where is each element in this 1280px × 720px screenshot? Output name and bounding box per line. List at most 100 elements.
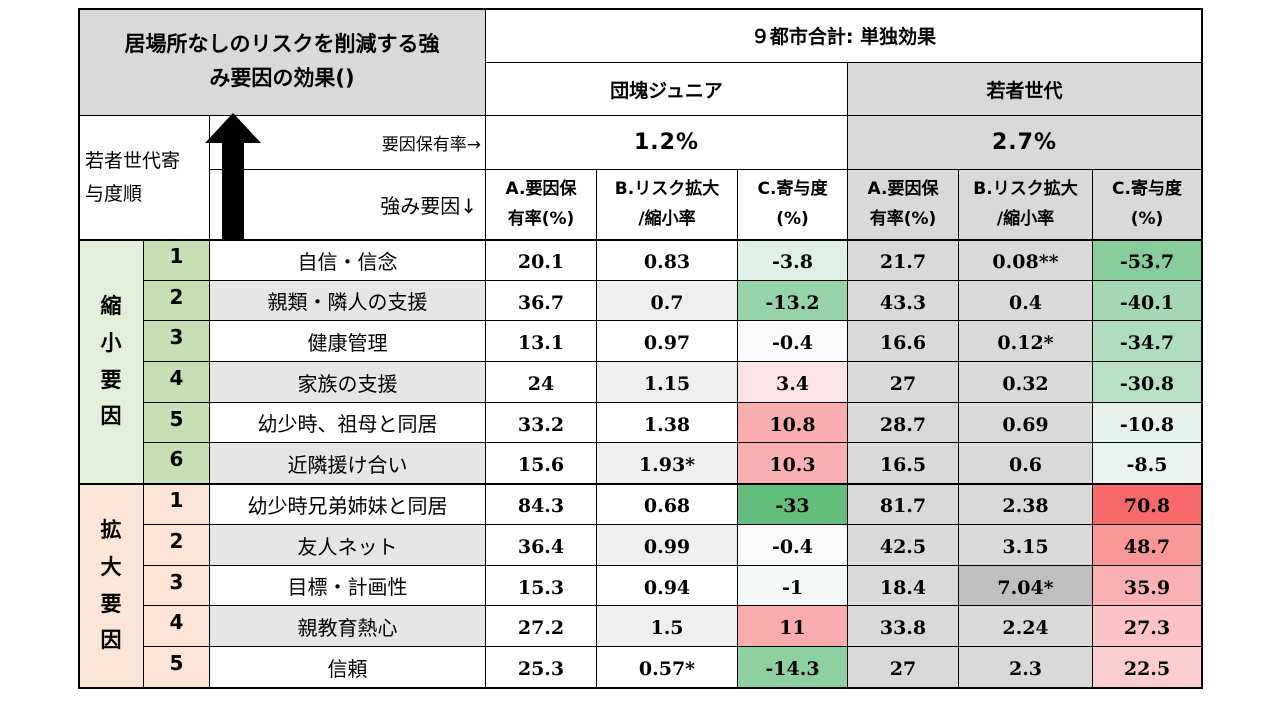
rate-wakamono: 2.7% bbox=[848, 116, 1202, 170]
column-header-wakamono-C: C.寄与度 (%) bbox=[1093, 170, 1202, 240]
factor-name: 幼少時兄弟姉妹と同居 bbox=[210, 484, 486, 525]
data-cell-B1: 0.97 bbox=[597, 321, 738, 362]
title-line-2: み要因の効果() bbox=[209, 66, 355, 90]
column-header-dankai-C: C.寄与度 (%) bbox=[738, 170, 848, 240]
data-cell-C1: -14.3 bbox=[738, 647, 848, 688]
data-cell-A2: 27 bbox=[848, 647, 959, 688]
factor-name: 親教育熱心 bbox=[210, 606, 486, 647]
data-cell-A2: 42.5 bbox=[848, 525, 959, 566]
data-cell-B2: 0.6 bbox=[959, 443, 1093, 484]
data-cell-C2: -30.8 bbox=[1093, 362, 1202, 403]
data-cell-A2: 27 bbox=[848, 362, 959, 403]
data-cell-B2: 2.3 bbox=[959, 647, 1093, 688]
data-cell-A1: 84.3 bbox=[486, 484, 597, 525]
data-cell-B2: 7.04* bbox=[959, 566, 1093, 606]
data-cell-C2: 70.8 bbox=[1093, 484, 1202, 525]
data-cell-A2: 21.7 bbox=[848, 240, 959, 281]
data-cell-B2: 3.15 bbox=[959, 525, 1093, 566]
factor-name: 近隣援け合い bbox=[210, 443, 486, 484]
factor-label: 強み要因↓ bbox=[210, 170, 486, 240]
data-cell-B1: 1.5 bbox=[597, 606, 738, 647]
data-cell-C2: 22.5 bbox=[1093, 647, 1202, 688]
data-cell-C1: 3.4 bbox=[738, 362, 848, 403]
factor-name: 健康管理 bbox=[210, 321, 486, 362]
data-cell-A1: 24 bbox=[486, 362, 597, 403]
data-cell-B1: 1.93* bbox=[597, 443, 738, 484]
data-cell-A1: 36.4 bbox=[486, 525, 597, 566]
data-cell-C2: -53.7 bbox=[1093, 240, 1202, 281]
data-cell-B2: 2.38 bbox=[959, 484, 1093, 525]
factor-name: 自信・信念 bbox=[210, 240, 486, 281]
rank-cell: 1 bbox=[144, 484, 210, 525]
data-cell-A2: 16.5 bbox=[848, 443, 959, 484]
rank-cell: 2 bbox=[144, 525, 210, 566]
data-cell-A1: 15.3 bbox=[486, 566, 597, 606]
data-cell-C1: 11 bbox=[738, 606, 848, 647]
data-cell-A2: 16.6 bbox=[848, 321, 959, 362]
data-cell-A2: 81.7 bbox=[848, 484, 959, 525]
data-cell-C2: -8.5 bbox=[1093, 443, 1202, 484]
data-cell-A1: 25.3 bbox=[486, 647, 597, 688]
section-divider bbox=[78, 483, 1203, 485]
rate-dankai: 1.2% bbox=[486, 116, 848, 170]
data-cell-B1: 1.15 bbox=[597, 362, 738, 403]
data-cell-B2: 0.32 bbox=[959, 362, 1093, 403]
rank-cell: 4 bbox=[144, 362, 210, 403]
data-cell-C1: -0.4 bbox=[738, 321, 848, 362]
factor-name: 親類・隣人の支援 bbox=[210, 281, 486, 321]
data-cell-B1: 0.83 bbox=[597, 240, 738, 281]
data-cell-B2: 0.08** bbox=[959, 240, 1093, 281]
factor-name: 信頼 bbox=[210, 647, 486, 688]
data-cell-C2: -34.7 bbox=[1093, 321, 1202, 362]
up-arrow-icon bbox=[205, 113, 261, 240]
data-cell-A1: 13.1 bbox=[486, 321, 597, 362]
group-header-dankai: 団塊ジュニア bbox=[486, 63, 848, 116]
data-cell-A2: 33.8 bbox=[848, 606, 959, 647]
rank-cell: 6 bbox=[144, 443, 210, 484]
data-cell-A1: 33.2 bbox=[486, 403, 597, 443]
column-header-wakamono-B: B.リスク拡大 /縮小率 bbox=[959, 170, 1093, 240]
data-cell-C1: -13.2 bbox=[738, 281, 848, 321]
column-header-wakamono-A: A.要因保 有率(%) bbox=[848, 170, 959, 240]
data-cell-B1: 0.7 bbox=[597, 281, 738, 321]
data-cell-C2: -10.8 bbox=[1093, 403, 1202, 443]
sort-order-label: 若者世代寄 与度順 bbox=[79, 116, 210, 240]
expand-factor-group-label: 拡 大 要 因 bbox=[79, 484, 144, 688]
data-cell-A1: 15.6 bbox=[486, 443, 597, 484]
data-cell-C1: 10.8 bbox=[738, 403, 848, 443]
data-cell-C2: 35.9 bbox=[1093, 566, 1202, 606]
data-cell-B2: 0.4 bbox=[959, 281, 1093, 321]
data-cell-B1: 0.68 bbox=[597, 484, 738, 525]
data-cell-C1: 10.3 bbox=[738, 443, 848, 484]
data-cell-B1: 0.57* bbox=[597, 647, 738, 688]
data-cell-B2: 0.69 bbox=[959, 403, 1093, 443]
title-line-1: 居場所なしのリスクを削減する強 bbox=[124, 32, 440, 57]
factor-name: 友人ネット bbox=[210, 525, 486, 566]
section-divider bbox=[78, 239, 1203, 241]
data-cell-C2: -40.1 bbox=[1093, 281, 1202, 321]
rank-cell: 4 bbox=[144, 606, 210, 647]
column-header-dankai-B: B.リスク拡大 /縮小率 bbox=[597, 170, 738, 240]
data-cell-A2: 28.7 bbox=[848, 403, 959, 443]
column-header-dankai-A: A.要因保 有率(%) bbox=[486, 170, 597, 240]
data-cell-C1: -1 bbox=[738, 566, 848, 606]
rank-cell: 5 bbox=[144, 403, 210, 443]
table-title: 居場所なしのリスクを削減する強 み要因の効果() bbox=[79, 9, 486, 116]
rank-cell: 2 bbox=[144, 281, 210, 321]
rank-cell: 3 bbox=[144, 321, 210, 362]
data-cell-C1: -0.4 bbox=[738, 525, 848, 566]
data-cell-B1: 0.94 bbox=[597, 566, 738, 606]
data-cell-B2: 2.24 bbox=[959, 606, 1093, 647]
factor-name: 家族の支援 bbox=[210, 362, 486, 403]
group-header-wakamono: 若者世代 bbox=[848, 63, 1202, 116]
factor-name: 幼少時、祖母と同居 bbox=[210, 403, 486, 443]
rank-cell: 5 bbox=[144, 647, 210, 688]
data-cell-C1: -33 bbox=[738, 484, 848, 525]
data-cell-C1: -3.8 bbox=[738, 240, 848, 281]
data-cell-B1: 1.38 bbox=[597, 403, 738, 443]
data-cell-B2: 0.12* bbox=[959, 321, 1093, 362]
data-cell-A2: 18.4 bbox=[848, 566, 959, 606]
data-cell-B1: 0.99 bbox=[597, 525, 738, 566]
data-cell-A1: 36.7 bbox=[486, 281, 597, 321]
data-cell-C2: 27.3 bbox=[1093, 606, 1202, 647]
